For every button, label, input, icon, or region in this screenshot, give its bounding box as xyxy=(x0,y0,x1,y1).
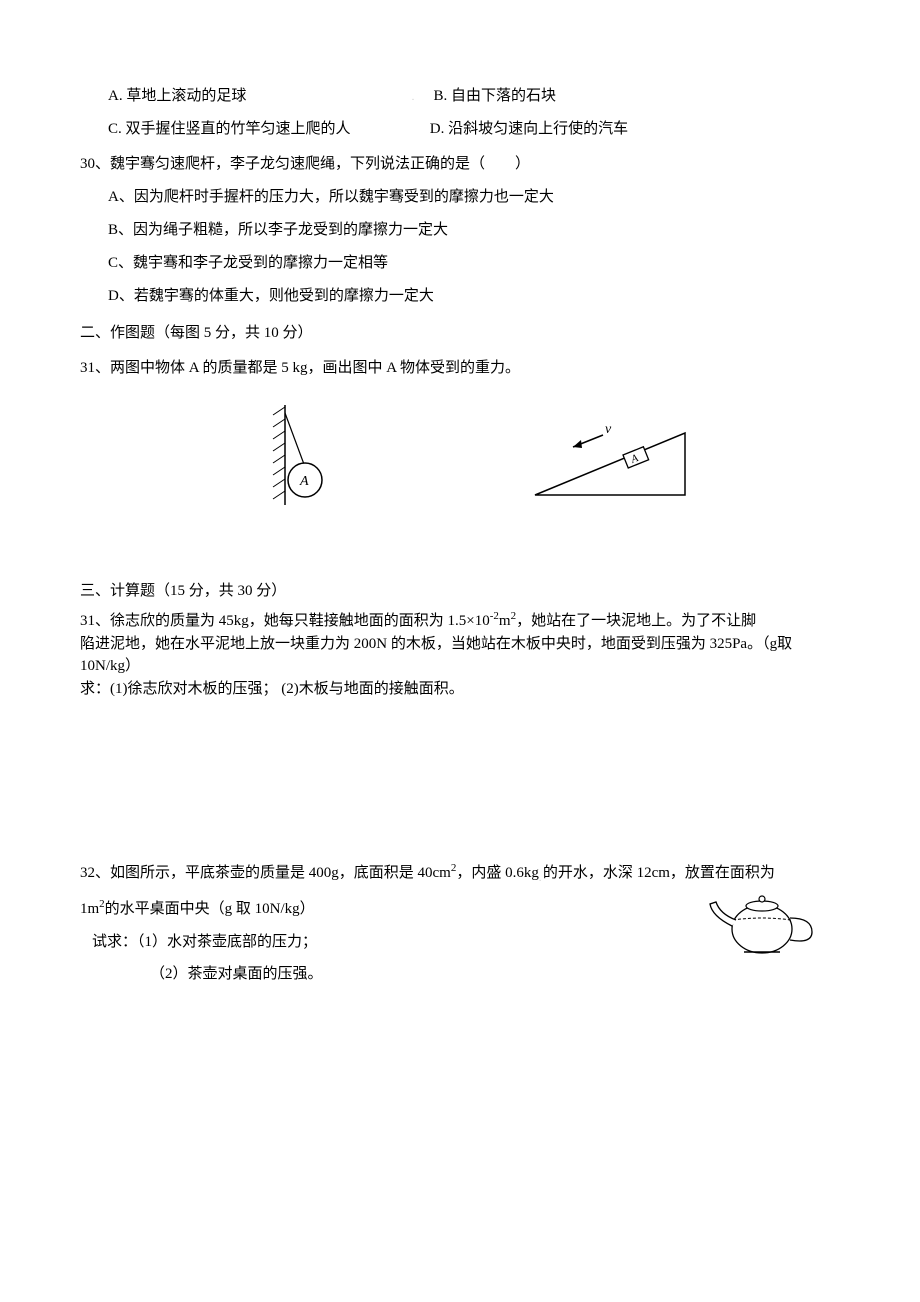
q32-wrap: 32、如图所示，平底茶壶的质量是 400g，底面积是 40cm2，内盛 0.6k… xyxy=(80,860,840,986)
q31-calc-line1: 31、徐志欣的质量为 45kg，她每只鞋接触地面的面积为 1.5×10-2m2，… xyxy=(80,608,840,633)
q30-optD: D、若魏宇骞的体重大，则他受到的摩擦力一定大 xyxy=(80,280,840,313)
q32-line4: （2）茶壶对桌面的压强。 xyxy=(80,963,840,986)
q32-line1c: 的开水，水深 12cm，放置在面积为 xyxy=(543,865,775,881)
q30-optA: A、因为爬杆时手握杆的压力大，所以魏宇骞受到的摩擦力也一定大 xyxy=(80,181,840,214)
q29-optD: D. 沿斜坡匀速向上行使的汽车 xyxy=(412,113,628,146)
decorative-dot: . xyxy=(412,87,416,109)
q32-line1: 32、如图所示，平底茶壶的质量是 400g，底面积是 40cm2，内盛 0.6k… xyxy=(80,860,840,886)
q31-line1b: m xyxy=(499,613,511,629)
section3: 三、计算题（15 分，共 30 分） 31、徐志欣的质量为 45kg，她每只鞋接… xyxy=(80,575,840,986)
q32-line2b: 的水平桌面中央（g 取 10N/kg） xyxy=(105,901,315,917)
pendulum-svg: A xyxy=(265,405,345,515)
q31-calc-line2: 陷进泥地，她在水平泥地上放一块重力为 200N 的木板，当她站在木板中央时，地面… xyxy=(80,633,840,678)
incline-svg: A v xyxy=(525,415,695,505)
q32-line2a: 1m xyxy=(80,901,99,917)
q32-line1b: ，内盛 0.6kg xyxy=(456,865,539,881)
q31-line1a: 31、徐志欣的质量为 45kg，她每只鞋接触地面的面积为 1.5×10 xyxy=(80,613,490,629)
velocity-label: v xyxy=(605,422,612,437)
section3-heading: 三、计算题（15 分，共 30 分） xyxy=(80,575,840,608)
q31-calc-line3: 求：(1)徐志欣对木板的压强； (2)木板与地面的接触面积。 xyxy=(80,678,840,701)
section2-heading: 二、作图题（每图 5 分，共 10 分） xyxy=(80,317,840,350)
q31-draw-stem: 31、两图中物体 A 的质量都是 5 kg，画出图中 A 物体受到的重力。 xyxy=(80,352,840,385)
q31-exp: -2 xyxy=(490,610,499,622)
workspace-spacer xyxy=(80,700,840,860)
q30-optB: B、因为绳子粗糙，所以李子龙受到的摩擦力一定大 xyxy=(80,214,840,247)
q29-optC: C. 双手握住竖直的竹竿匀速上爬的人 xyxy=(108,113,408,146)
pendulum-label: A xyxy=(299,474,309,489)
teapot-svg xyxy=(700,884,820,964)
figure-teapot xyxy=(700,884,820,964)
q31-line1c: ，她站在了一块泥地上。为了不让脚 xyxy=(516,613,756,629)
q30-optC: C、魏宇骞和李子龙受到的摩擦力一定相等 xyxy=(80,247,840,280)
q29-optB: B. 自由下落的石块 xyxy=(420,80,557,113)
q30-stem: 30、魏宇骞匀速爬杆，李子龙匀速爬绳，下列说法正确的是（ ） xyxy=(80,148,840,181)
figures-row: A A v xyxy=(80,405,840,515)
q29-options-row1: A. 草地上滚动的足球 . B. 自由下落的石块 xyxy=(80,80,840,113)
q32-line1a: 32、如图所示，平底茶壶的质量是 400g，底面积是 40cm xyxy=(80,865,451,881)
figure-incline: A v xyxy=(525,405,695,515)
q29-optA: A. 草地上滚动的足球 xyxy=(108,80,408,113)
figure-pendulum: A xyxy=(265,405,345,515)
q29-options-row2: C. 双手握住竖直的竹竿匀速上爬的人 D. 沿斜坡匀速向上行使的汽车 xyxy=(80,113,840,146)
